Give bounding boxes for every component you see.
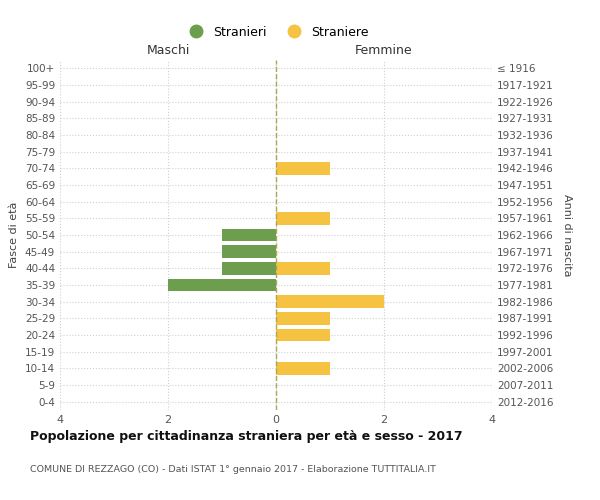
Bar [276, 362, 330, 374]
Text: Maschi: Maschi [146, 44, 190, 57]
Bar [276, 212, 330, 224]
Legend: Stranieri, Straniere: Stranieri, Straniere [178, 21, 374, 44]
Y-axis label: Anni di nascita: Anni di nascita [562, 194, 572, 276]
Bar [222, 262, 276, 274]
Bar [222, 246, 276, 258]
Text: Femmine: Femmine [355, 44, 413, 57]
Bar [222, 229, 276, 241]
Bar [276, 162, 330, 174]
Bar [276, 329, 330, 341]
Text: COMUNE DI REZZAGO (CO) - Dati ISTAT 1° gennaio 2017 - Elaborazione TUTTITALIA.IT: COMUNE DI REZZAGO (CO) - Dati ISTAT 1° g… [30, 465, 436, 474]
Bar [276, 312, 330, 324]
Bar [276, 262, 330, 274]
Text: Popolazione per cittadinanza straniera per età e sesso - 2017: Popolazione per cittadinanza straniera p… [30, 430, 463, 443]
Bar [276, 296, 384, 308]
Bar [168, 279, 276, 291]
Y-axis label: Fasce di età: Fasce di età [10, 202, 19, 268]
